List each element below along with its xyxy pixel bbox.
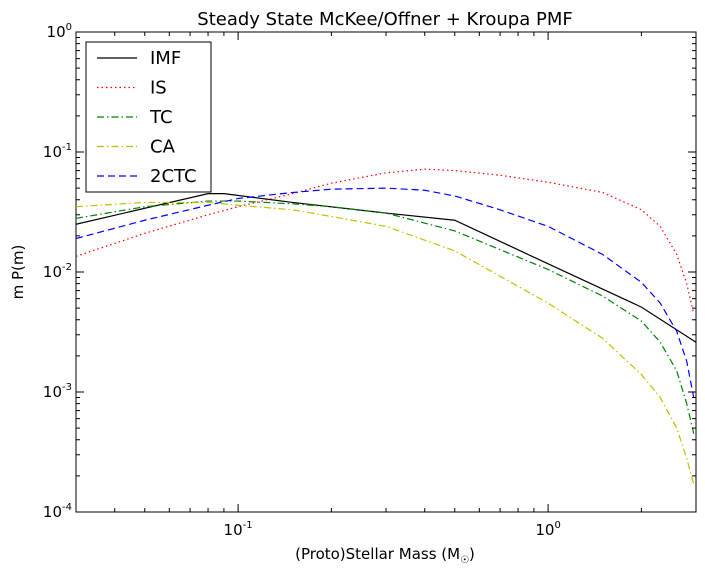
x-axis-title-subscript: ☉ [460, 555, 469, 566]
series-lines [75, 168, 697, 485]
legend-label-2ctc: 2CTC [150, 166, 197, 187]
series-line-tc [75, 200, 695, 434]
y-tick-label: 10-3 [43, 382, 72, 401]
legend-label-tc: TC [149, 107, 173, 128]
legend-label-ca: CA [150, 137, 176, 158]
x-axis-title-text: (Proto)Stellar Mass (M [295, 545, 460, 563]
legend-items: IMF IS TC CA 2CTC [97, 48, 197, 187]
y-tick-label: 100 [47, 22, 72, 41]
legend-label-is: IS [150, 78, 167, 99]
chart-title: Steady State McKee/Offner + Kroupa PMF [197, 9, 572, 30]
y-tick-label: 10-1 [43, 142, 72, 161]
x-axis-title-close: ) [469, 545, 475, 563]
x-tick-label: 10-1 [224, 520, 253, 539]
legend-frame [85, 41, 212, 193]
y-tick-label: 10-4 [43, 502, 72, 521]
axis-tick-labels: 10-1 100 100 10-1 10-2 10-3 10-4 [43, 22, 561, 539]
x-axis-title: (Proto)Stellar Mass (M☉) [295, 545, 475, 566]
x-tick-label: 100 [535, 520, 560, 539]
y-tick-label: 10-2 [43, 262, 72, 281]
series-line-2ctc [75, 187, 695, 398]
series-line-ca [75, 201, 695, 485]
legend-label-imf: IMF [150, 48, 181, 69]
series-line-imf [75, 193, 697, 343]
y-axis-title: m P(m) [9, 245, 27, 300]
axis-ticks [75, 31, 697, 513]
legend: IMF IS TC CA 2CTC [85, 41, 212, 193]
